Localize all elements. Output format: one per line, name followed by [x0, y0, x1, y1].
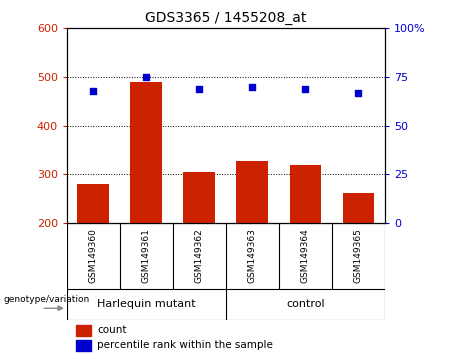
Point — [301, 86, 309, 92]
Point — [89, 88, 97, 93]
Text: GSM149361: GSM149361 — [142, 228, 151, 283]
Point — [142, 74, 150, 80]
Text: GSM149362: GSM149362 — [195, 228, 204, 283]
Text: genotype/variation: genotype/variation — [3, 295, 89, 304]
Bar — [77, 184, 109, 223]
Point — [355, 90, 362, 96]
Bar — [236, 161, 268, 223]
Bar — [343, 193, 374, 223]
Point — [249, 84, 256, 90]
Text: control: control — [286, 299, 325, 309]
Bar — [183, 172, 215, 223]
Point — [195, 86, 203, 92]
Bar — [77, 325, 91, 336]
Text: GSM149364: GSM149364 — [301, 228, 310, 283]
Bar — [290, 165, 321, 223]
Text: GSM149363: GSM149363 — [248, 228, 257, 283]
Bar — [77, 340, 91, 350]
Title: GDS3365 / 1455208_at: GDS3365 / 1455208_at — [145, 11, 307, 24]
Text: percentile rank within the sample: percentile rank within the sample — [97, 340, 273, 350]
Text: GSM149360: GSM149360 — [89, 228, 98, 283]
Text: GSM149365: GSM149365 — [354, 228, 363, 283]
Bar — [130, 82, 162, 223]
Text: Harlequin mutant: Harlequin mutant — [97, 299, 195, 309]
Text: count: count — [97, 325, 127, 335]
